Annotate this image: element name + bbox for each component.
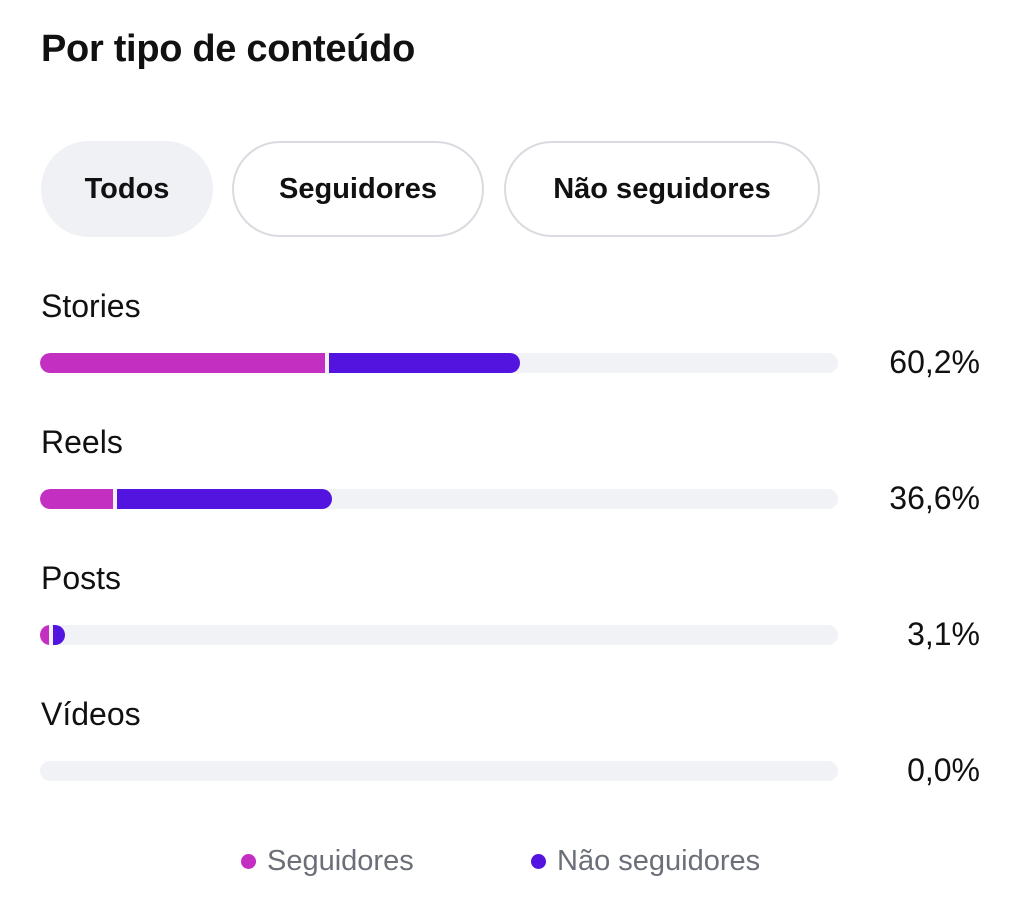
- filter-chip-seguidores[interactable]: Seguidores: [232, 141, 484, 237]
- bar-track-videos: [40, 761, 838, 781]
- legend-item-seguidores: Seguidores: [241, 843, 414, 879]
- bar-segment-seguidores: [40, 353, 325, 373]
- legend-dot-nao-seguidores: [531, 853, 546, 869]
- row-label-posts: Posts: [41, 560, 122, 596]
- legend-label-nao-seguidores: Não seguidores: [557, 844, 761, 877]
- legend-label-seguidores: Seguidores: [267, 844, 414, 877]
- row-label-stories: Stories: [41, 288, 141, 324]
- bar-track-stories: [40, 353, 838, 373]
- row-percent-videos: 0,0%: [907, 752, 980, 788]
- row-label-videos: Vídeos: [41, 696, 141, 732]
- filter-chip-todos[interactable]: Todos: [41, 141, 213, 237]
- legend-dot-seguidores: [241, 853, 256, 869]
- bar-track-posts: [40, 625, 838, 645]
- bar-track-reels: [40, 489, 838, 509]
- legend-item-nao-seguidores: Não seguidores: [531, 843, 760, 879]
- row-percent-reels: 36,6%: [889, 480, 980, 516]
- bar-segment-nao-seguidores: [328, 353, 521, 373]
- bar-segment-nao-seguidores: [117, 489, 333, 509]
- bar-segment-nao-seguidores: [52, 625, 65, 645]
- row-percent-stories: 60,2%: [889, 344, 980, 380]
- row-label-reels: Reels: [41, 424, 123, 460]
- section-title: Por tipo de conteúdo: [41, 28, 415, 70]
- bar-segment-seguidores: [40, 625, 49, 645]
- filter-chip-nao-seguidores[interactable]: Não seguidores: [504, 141, 820, 237]
- bar-segment-seguidores: [40, 489, 113, 509]
- row-percent-posts: 3,1%: [907, 616, 980, 652]
